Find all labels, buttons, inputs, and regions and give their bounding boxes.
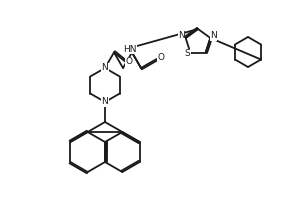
Text: HN: HN — [123, 45, 137, 54]
Text: N: N — [210, 31, 217, 40]
Text: S: S — [184, 49, 190, 58]
Text: O: O — [157, 53, 164, 62]
Text: N: N — [178, 31, 185, 40]
Text: O: O — [125, 57, 132, 66]
Text: N: N — [102, 98, 108, 106]
Text: N: N — [102, 64, 108, 72]
